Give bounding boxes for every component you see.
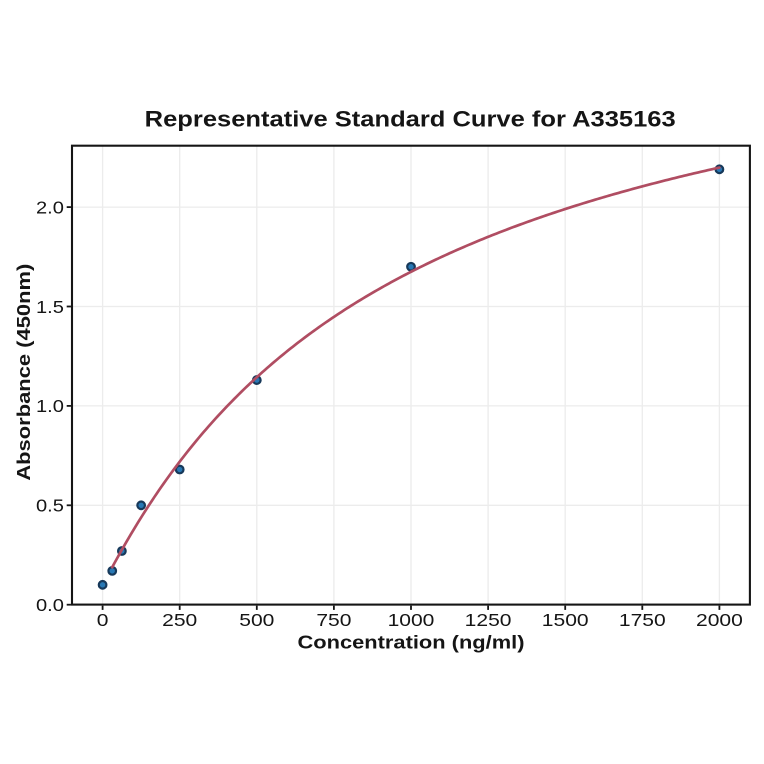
svg-text:1500: 1500 [542, 610, 589, 630]
svg-text:2.0: 2.0 [36, 197, 64, 217]
svg-text:0.5: 0.5 [36, 496, 64, 516]
svg-text:500: 500 [239, 610, 274, 630]
svg-text:2000: 2000 [696, 610, 743, 630]
svg-text:1750: 1750 [619, 610, 666, 630]
svg-text:0.0: 0.0 [36, 595, 64, 615]
svg-text:Concentration (ng/ml): Concentration (ng/ml) [298, 631, 525, 652]
svg-text:1250: 1250 [465, 610, 512, 630]
svg-text:0: 0 [97, 610, 109, 630]
svg-text:750: 750 [316, 610, 351, 630]
svg-text:1.0: 1.0 [36, 396, 64, 416]
svg-text:250: 250 [162, 610, 197, 630]
svg-text:1.5: 1.5 [36, 297, 64, 317]
svg-text:Absorbance (450nm): Absorbance (450nm) [13, 264, 34, 481]
svg-text:Representative Standard Curve: Representative Standard Curve for A33516… [145, 107, 676, 132]
svg-text:1000: 1000 [388, 610, 435, 630]
